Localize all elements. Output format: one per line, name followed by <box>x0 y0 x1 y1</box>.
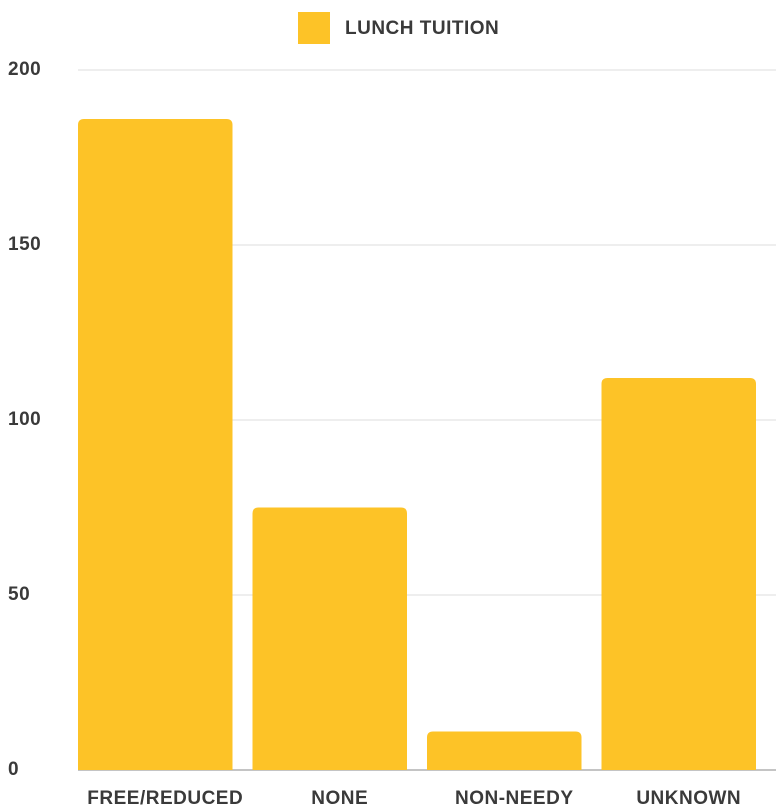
legend-label: LUNCH TUITION <box>345 18 499 39</box>
x-tick-label: NONE <box>311 788 368 809</box>
x-tick-label: UNKNOWN <box>636 788 741 809</box>
x-tick-label: FREE/REDUCED <box>87 788 243 809</box>
y-tick-label: 100 <box>8 409 41 430</box>
bar <box>252 507 407 770</box>
bar <box>601 378 756 770</box>
y-tick-label: 200 <box>8 59 41 80</box>
bar <box>427 731 582 770</box>
y-tick-label: 150 <box>8 234 41 255</box>
legend-swatch <box>298 12 330 44</box>
x-tick-label: NON-NEEDY <box>455 788 574 809</box>
bar <box>78 119 233 770</box>
y-tick-label: 0 <box>8 759 19 780</box>
y-tick-label: 50 <box>8 584 30 605</box>
